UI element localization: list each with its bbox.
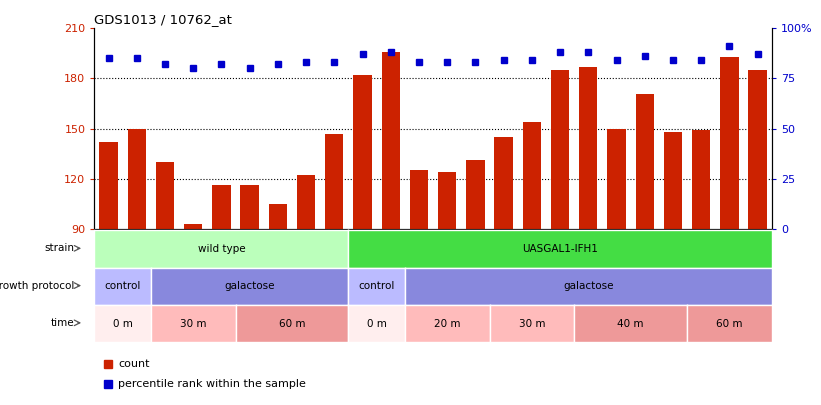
Bar [297, 175, 315, 229]
Bar [635, 94, 654, 229]
Text: 30 m: 30 m [180, 319, 206, 328]
Text: 30 m: 30 m [519, 319, 545, 328]
Text: control: control [104, 281, 141, 291]
Bar [353, 75, 372, 229]
Bar [325, 134, 343, 229]
Bar [382, 52, 400, 229]
Text: 0 m: 0 m [112, 319, 132, 328]
Bar [749, 70, 767, 229]
Text: 40 m: 40 m [617, 319, 644, 328]
Bar [127, 129, 146, 229]
Bar [579, 67, 598, 229]
Bar [410, 171, 428, 229]
Text: galactose: galactose [224, 281, 275, 291]
Text: galactose: galactose [563, 281, 613, 291]
Text: time: time [50, 318, 74, 328]
Text: UASGAL1-IFH1: UASGAL1-IFH1 [522, 244, 598, 254]
Text: count: count [118, 359, 150, 369]
Bar [268, 204, 287, 229]
Text: 60 m: 60 m [716, 319, 743, 328]
Text: 0 m: 0 m [367, 319, 387, 328]
Text: percentile rank within the sample: percentile rank within the sample [118, 379, 306, 389]
Text: GDS1013 / 10762_at: GDS1013 / 10762_at [94, 13, 232, 26]
Bar [608, 129, 626, 229]
Text: control: control [359, 281, 395, 291]
Bar [241, 185, 259, 229]
Text: 60 m: 60 m [278, 319, 305, 328]
Bar [213, 185, 231, 229]
Bar [156, 162, 174, 229]
Bar [99, 142, 117, 229]
Bar [438, 172, 456, 229]
Bar [466, 160, 484, 229]
Bar [494, 137, 513, 229]
Text: growth protocol: growth protocol [0, 281, 74, 291]
Bar [184, 224, 202, 229]
Text: 20 m: 20 m [434, 319, 461, 328]
Text: strain: strain [44, 243, 74, 254]
Text: wild type: wild type [198, 244, 245, 254]
Bar [664, 132, 682, 229]
Bar [551, 70, 569, 229]
Bar [692, 130, 710, 229]
Bar [720, 57, 739, 229]
Bar [523, 122, 541, 229]
